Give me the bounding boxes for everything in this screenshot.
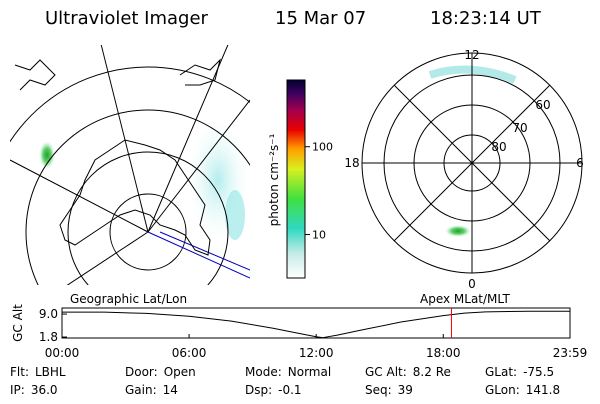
field-label: Door: (125, 365, 158, 379)
field: IP: 36.0 (10, 383, 58, 397)
field-label: Seq: (365, 383, 392, 397)
polar-plot (361, 52, 583, 274)
field-label: Flt: (10, 365, 29, 379)
x-tick-label: 23:59 (553, 346, 588, 360)
mlt-label: 0 (468, 277, 476, 291)
geo-map (10, 45, 250, 285)
mlt-label: 18 (344, 156, 359, 170)
field-value: 39 (398, 383, 413, 397)
field-value: 141.8 (526, 383, 560, 397)
title: Ultraviolet Imager (45, 8, 209, 29)
mlt-label: 12 (464, 48, 479, 62)
field-value: -75.5 (523, 365, 554, 379)
field-value: 36.0 (31, 383, 58, 397)
field: Seq: 39 (365, 383, 413, 397)
x-tick-label: 18:00 (426, 346, 461, 360)
field: GC Alt: 8.2 Re (365, 365, 451, 379)
x-tick-label: 00:00 (45, 346, 80, 360)
lat-label: 60 (535, 98, 550, 112)
colorbar-tick-label: 10 (312, 229, 326, 242)
field-label: Gain: (125, 383, 157, 397)
field-label: IP: (10, 383, 25, 397)
field-value: -0.1 (278, 383, 301, 397)
field-label: GLon: (485, 383, 520, 397)
mlt-label: 6 (576, 156, 584, 170)
field-label: GLat: (485, 365, 517, 379)
lat-label: 70 (512, 121, 527, 135)
field-value: Normal (288, 365, 331, 379)
y-axis-label: GC Alt (11, 304, 25, 342)
field: Mode: Normal (245, 365, 331, 379)
colorbar-label: photon cm⁻²s⁻¹ (267, 133, 281, 226)
field: Gain: 14 (125, 383, 178, 397)
colorbar-tick-label: 100 (312, 141, 333, 154)
chart-title-right: Apex MLat/MLT (420, 292, 510, 306)
y-tick-label: 1.8 (39, 330, 58, 344)
field: Flt: LBHL (10, 365, 66, 379)
field-value: 14 (163, 383, 178, 397)
field-label: Mode: (245, 365, 282, 379)
x-tick-label: 06:00 (172, 346, 207, 360)
field: GLon: 141.8 (485, 383, 560, 397)
time: 18:23:14 UT (430, 8, 542, 29)
x-tick-label: 12:00 (299, 346, 334, 360)
y-tick-label: 9.0 (39, 307, 58, 321)
field-value: LBHL (35, 365, 66, 379)
lat-label: 80 (491, 140, 506, 154)
field: Dsp: -0.1 (245, 383, 302, 397)
field-label: Dsp: (245, 383, 272, 397)
date: 15 Mar 07 (275, 8, 366, 29)
colorbar (286, 79, 306, 279)
field-value: 8.2 Re (413, 365, 451, 379)
plot-frame (61, 307, 571, 339)
altitude-line (62, 310, 570, 339)
field: GLat: -75.5 (485, 365, 554, 379)
chart-title-left: Geographic Lat/Lon (70, 292, 187, 306)
field: Door: Open (125, 365, 196, 379)
field-value: Open (164, 365, 196, 379)
field-label: GC Alt: (365, 365, 407, 379)
